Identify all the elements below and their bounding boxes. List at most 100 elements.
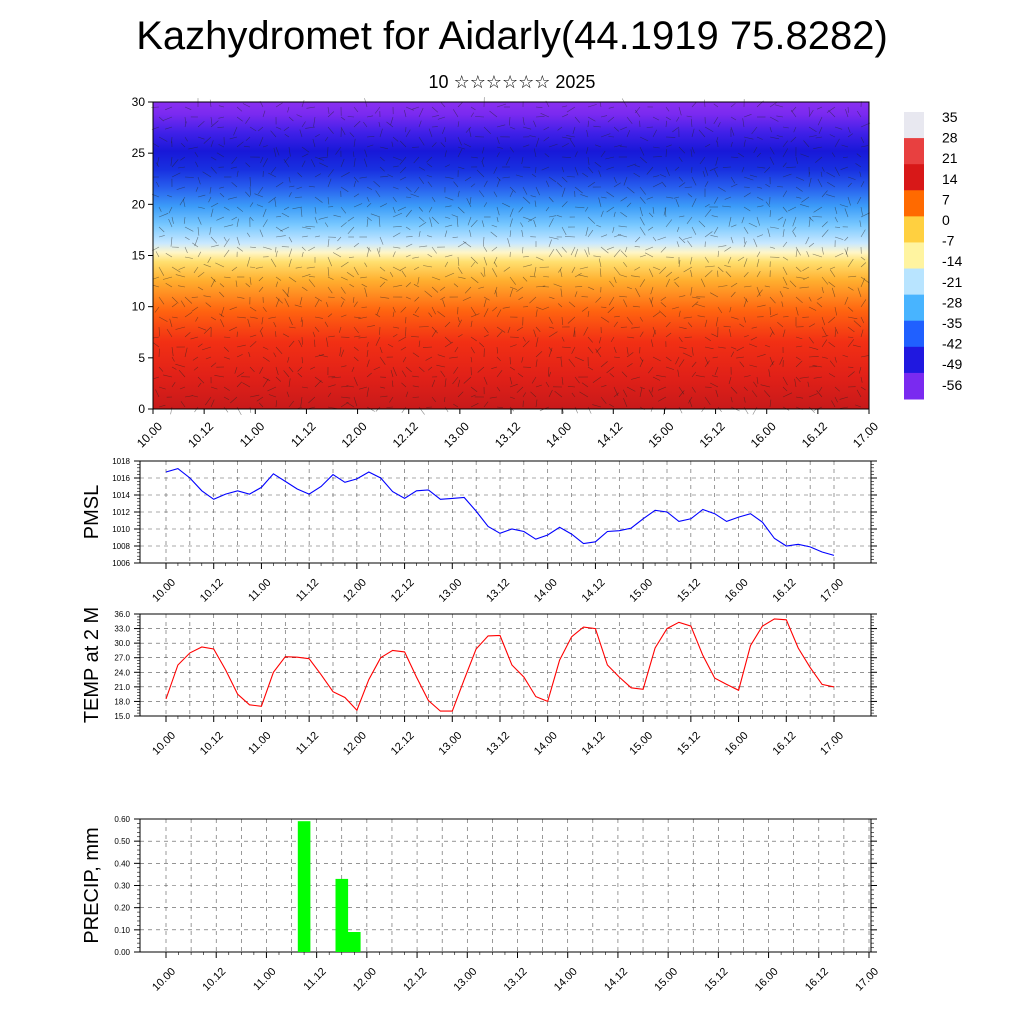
wind-vector <box>386 121 394 128</box>
wind-vector <box>808 109 814 118</box>
wind-vector <box>234 366 238 374</box>
wind-vector <box>856 110 862 118</box>
wind-vector <box>684 336 693 338</box>
wind-vector <box>427 181 433 188</box>
wind-vector <box>639 387 643 398</box>
wind-vector <box>171 316 178 319</box>
wind-vector <box>457 266 463 274</box>
wind-vector <box>742 118 745 128</box>
wind-vector <box>192 356 199 361</box>
wind-vector <box>249 406 252 413</box>
wind-vector <box>607 116 615 123</box>
precip-x-tick-label: 13.00 <box>451 966 479 994</box>
wind-vector <box>665 278 670 288</box>
wind-vector <box>709 166 719 172</box>
wind-vector <box>695 303 706 308</box>
heatmap-x-tick-label: 12.12 <box>390 419 421 450</box>
wind-vector <box>478 190 485 198</box>
wind-vector <box>560 357 563 368</box>
wind-vector <box>507 326 511 334</box>
wind-vector <box>711 215 719 218</box>
wind-vector <box>184 395 193 398</box>
wind-vector <box>402 356 407 363</box>
wind-vector <box>236 316 246 319</box>
wind-vector <box>235 280 238 288</box>
wind-vector <box>236 170 239 178</box>
temp-x-tick-label: 11.12 <box>294 730 321 757</box>
wind-vector <box>509 218 513 228</box>
wind-vector <box>522 186 528 195</box>
wind-vector <box>427 235 433 238</box>
wind-vector <box>678 295 686 298</box>
wind-vector <box>828 373 836 378</box>
wind-vector <box>639 279 646 288</box>
wind-vector <box>574 116 581 123</box>
wind-vector <box>847 182 852 188</box>
wind-vector <box>613 126 620 132</box>
wind-vector <box>184 347 188 358</box>
wind-vector <box>827 181 836 188</box>
wind-vector <box>813 376 823 379</box>
wind-vector <box>337 236 342 242</box>
wind-vector <box>366 247 370 258</box>
wind-vector <box>437 311 446 318</box>
wind-vector <box>765 183 771 188</box>
wind-vector <box>366 216 372 222</box>
wind-vector <box>535 186 540 196</box>
wind-vector <box>753 381 758 388</box>
wind-vector <box>502 176 511 179</box>
wind-vector <box>847 258 854 268</box>
wind-vector <box>714 169 719 178</box>
wind-vector <box>561 316 564 326</box>
wind-vector <box>242 103 251 108</box>
wind-vector <box>756 251 761 258</box>
wind-vector <box>457 166 465 170</box>
wind-vector <box>209 186 212 194</box>
wind-vector <box>375 336 381 346</box>
wind-vector <box>672 306 680 310</box>
wind-vector <box>427 163 433 168</box>
pmsl-y-tick-label: 1018 <box>112 457 130 466</box>
wind-vector <box>730 346 737 350</box>
wind-vector <box>782 329 786 338</box>
wind-vector <box>676 116 680 122</box>
wind-vector <box>826 194 836 198</box>
colorbar-segment <box>904 216 924 243</box>
wind-vector <box>856 153 862 158</box>
wind-vector <box>585 206 589 212</box>
wind-vector <box>489 396 498 399</box>
wind-vector <box>522 264 532 268</box>
wind-vector <box>483 246 488 252</box>
wind-vector <box>522 144 530 148</box>
temp-x-tick-label: 16.12 <box>770 730 798 758</box>
wind-vector <box>509 116 511 126</box>
wind-vector <box>729 328 732 338</box>
wind-vector <box>691 296 701 299</box>
wind-vector <box>170 406 173 415</box>
wind-vector <box>379 346 383 354</box>
precip-x-tick-label: 10.12 <box>200 966 228 994</box>
wind-vector <box>743 386 748 391</box>
wind-vector <box>275 146 280 156</box>
wind-vector <box>678 390 685 398</box>
wind-vector <box>300 207 303 218</box>
wind-vector <box>646 196 654 200</box>
wind-vector <box>834 216 838 223</box>
wind-vector <box>270 166 277 174</box>
wind-vector <box>600 361 608 368</box>
wind-vector <box>246 232 251 238</box>
wind-vector <box>483 376 488 385</box>
wind-vector <box>288 276 297 283</box>
wind-vector <box>431 396 436 402</box>
wind-vector <box>496 152 500 158</box>
wind-vector <box>548 331 558 338</box>
wind-vector <box>860 145 869 148</box>
wind-vector <box>370 213 381 218</box>
wind-vector <box>453 403 459 408</box>
wind-vector <box>650 286 654 295</box>
wind-vector <box>379 156 385 162</box>
wind-vector <box>522 340 530 348</box>
wind-vector <box>306 106 316 109</box>
wind-vector <box>764 166 771 174</box>
wind-vector <box>217 126 225 128</box>
